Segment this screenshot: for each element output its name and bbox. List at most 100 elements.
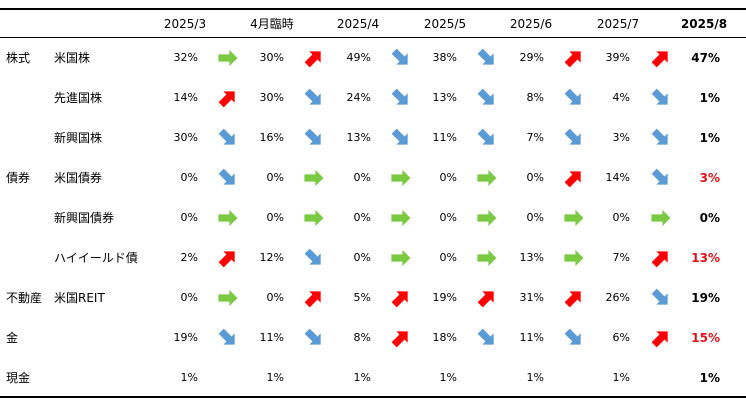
trend-flat-arrow-icon bbox=[562, 206, 586, 230]
allocation-value: 0% bbox=[353, 251, 371, 264]
allocation-value: 38% bbox=[432, 51, 457, 64]
trend-down-arrow-icon bbox=[562, 126, 586, 150]
allocation-value: 7% bbox=[526, 131, 544, 144]
allocation-value: 0% bbox=[439, 211, 457, 224]
trend-flat-arrow-icon bbox=[389, 206, 413, 230]
allocation-value: 1% bbox=[612, 371, 630, 384]
asset-name: 新興国株 bbox=[54, 131, 103, 145]
allocation-value: 24% bbox=[346, 91, 371, 104]
trend-flat-arrow-icon bbox=[216, 286, 240, 310]
table-row: 現金 1% 1% 1% 1% 1% 1% 1% bbox=[0, 358, 746, 398]
allocation-value: 14% bbox=[173, 91, 198, 104]
trend-down-arrow-icon bbox=[302, 86, 326, 110]
trend-down-arrow-icon bbox=[649, 86, 673, 110]
trend-flat-arrow-icon bbox=[475, 246, 499, 270]
allocation-value: 0% bbox=[180, 211, 198, 224]
asset-name: 米国株 bbox=[54, 51, 91, 65]
allocation-value-latest: 13% bbox=[691, 251, 720, 265]
allocation-value: 11% bbox=[432, 131, 457, 144]
table-header-rule bbox=[0, 37, 746, 38]
allocation-value: 32% bbox=[173, 51, 198, 64]
allocation-value: 30% bbox=[259, 91, 284, 104]
column-header: 2025/3 bbox=[163, 17, 207, 31]
allocation-value-latest: 47% bbox=[691, 51, 720, 65]
trend-up-arrow-icon bbox=[562, 46, 586, 70]
trend-down-arrow-icon bbox=[475, 126, 499, 150]
trend-flat-arrow-icon bbox=[389, 246, 413, 270]
trend-up-arrow-icon bbox=[302, 286, 326, 310]
allocation-value: 39% bbox=[605, 51, 630, 64]
table-row: 新興国債券 0% 0% 0% 0% 0% 0% 0% bbox=[0, 198, 746, 238]
allocation-value: 31% bbox=[519, 291, 544, 304]
trend-up-arrow-icon bbox=[649, 246, 673, 270]
allocation-value: 30% bbox=[259, 51, 284, 64]
asset-name: 米国債券 bbox=[54, 171, 103, 185]
allocation-value: 0% bbox=[526, 211, 544, 224]
allocation-value-latest: 1% bbox=[699, 371, 720, 385]
asset-category: 金 bbox=[6, 331, 19, 345]
column-header: 2025/5 bbox=[423, 17, 467, 31]
asset-category: 不動産 bbox=[6, 291, 43, 305]
table-row: 不動産 米国REIT 0% 0% 5% 19% 31% 26% 19% bbox=[0, 278, 746, 318]
allocation-value: 0% bbox=[439, 251, 457, 264]
allocation-value: 0% bbox=[526, 171, 544, 184]
allocation-value: 18% bbox=[432, 331, 457, 344]
allocation-value: 8% bbox=[353, 331, 371, 344]
trend-flat-arrow-icon bbox=[562, 246, 586, 270]
trend-up-arrow-icon bbox=[649, 326, 673, 350]
asset-category: 現金 bbox=[6, 371, 31, 385]
trend-flat-arrow-icon bbox=[302, 206, 326, 230]
allocation-value: 4% bbox=[612, 91, 630, 104]
trend-up-arrow-icon bbox=[475, 286, 499, 310]
asset-name: 米国REIT bbox=[54, 291, 105, 305]
trend-up-arrow-icon bbox=[389, 286, 413, 310]
trend-down-arrow-icon bbox=[562, 86, 586, 110]
allocation-value: 8% bbox=[526, 91, 544, 104]
trend-up-arrow-icon bbox=[562, 166, 586, 190]
allocation-value: 0% bbox=[180, 291, 198, 304]
trend-up-arrow-icon bbox=[302, 46, 326, 70]
trend-down-arrow-icon bbox=[389, 86, 413, 110]
trend-down-arrow-icon bbox=[475, 86, 499, 110]
table-row: 金 19% 11% 8% 18% 11% 6% 15% bbox=[0, 318, 746, 358]
allocation-value: 12% bbox=[259, 251, 284, 264]
allocation-value: 7% bbox=[612, 251, 630, 264]
trend-flat-arrow-icon bbox=[649, 206, 673, 230]
allocation-value: 0% bbox=[353, 211, 371, 224]
allocation-value: 1% bbox=[526, 371, 544, 384]
allocation-value: 30% bbox=[173, 131, 198, 144]
trend-up-arrow-icon bbox=[649, 46, 673, 70]
allocation-value: 29% bbox=[519, 51, 544, 64]
asset-category: 株式 bbox=[6, 51, 31, 65]
allocation-value: 14% bbox=[605, 171, 630, 184]
allocation-value: 5% bbox=[353, 291, 371, 304]
trend-up-arrow-icon bbox=[389, 326, 413, 350]
allocation-value: 13% bbox=[346, 131, 371, 144]
allocation-value: 0% bbox=[266, 211, 284, 224]
allocation-value: 13% bbox=[432, 91, 457, 104]
allocation-value: 0% bbox=[180, 171, 198, 184]
allocation-value-latest: 3% bbox=[699, 171, 720, 185]
allocation-value-latest: 19% bbox=[691, 291, 720, 305]
trend-down-arrow-icon bbox=[302, 246, 326, 270]
trend-up-arrow-icon bbox=[562, 286, 586, 310]
allocation-value: 1% bbox=[439, 371, 457, 384]
allocation-value: 0% bbox=[266, 171, 284, 184]
allocation-value-latest: 1% bbox=[699, 131, 720, 145]
allocation-value: 2% bbox=[180, 251, 198, 264]
asset-name: 新興国債券 bbox=[54, 211, 115, 225]
allocation-value-latest: 15% bbox=[691, 331, 720, 345]
allocation-value: 1% bbox=[353, 371, 371, 384]
trend-flat-arrow-icon bbox=[216, 206, 240, 230]
column-header: 4月臨時 bbox=[250, 17, 294, 31]
allocation-value: 6% bbox=[612, 331, 630, 344]
trend-up-arrow-icon bbox=[216, 86, 240, 110]
allocation-value: 11% bbox=[259, 331, 284, 344]
allocation-value: 19% bbox=[173, 331, 198, 344]
asset-name: 先進国株 bbox=[54, 91, 103, 105]
trend-down-arrow-icon bbox=[475, 46, 499, 70]
trend-down-arrow-icon bbox=[649, 166, 673, 190]
trend-flat-arrow-icon bbox=[475, 166, 499, 190]
allocation-value-latest: 0% bbox=[699, 211, 720, 225]
trend-flat-arrow-icon bbox=[475, 206, 499, 230]
